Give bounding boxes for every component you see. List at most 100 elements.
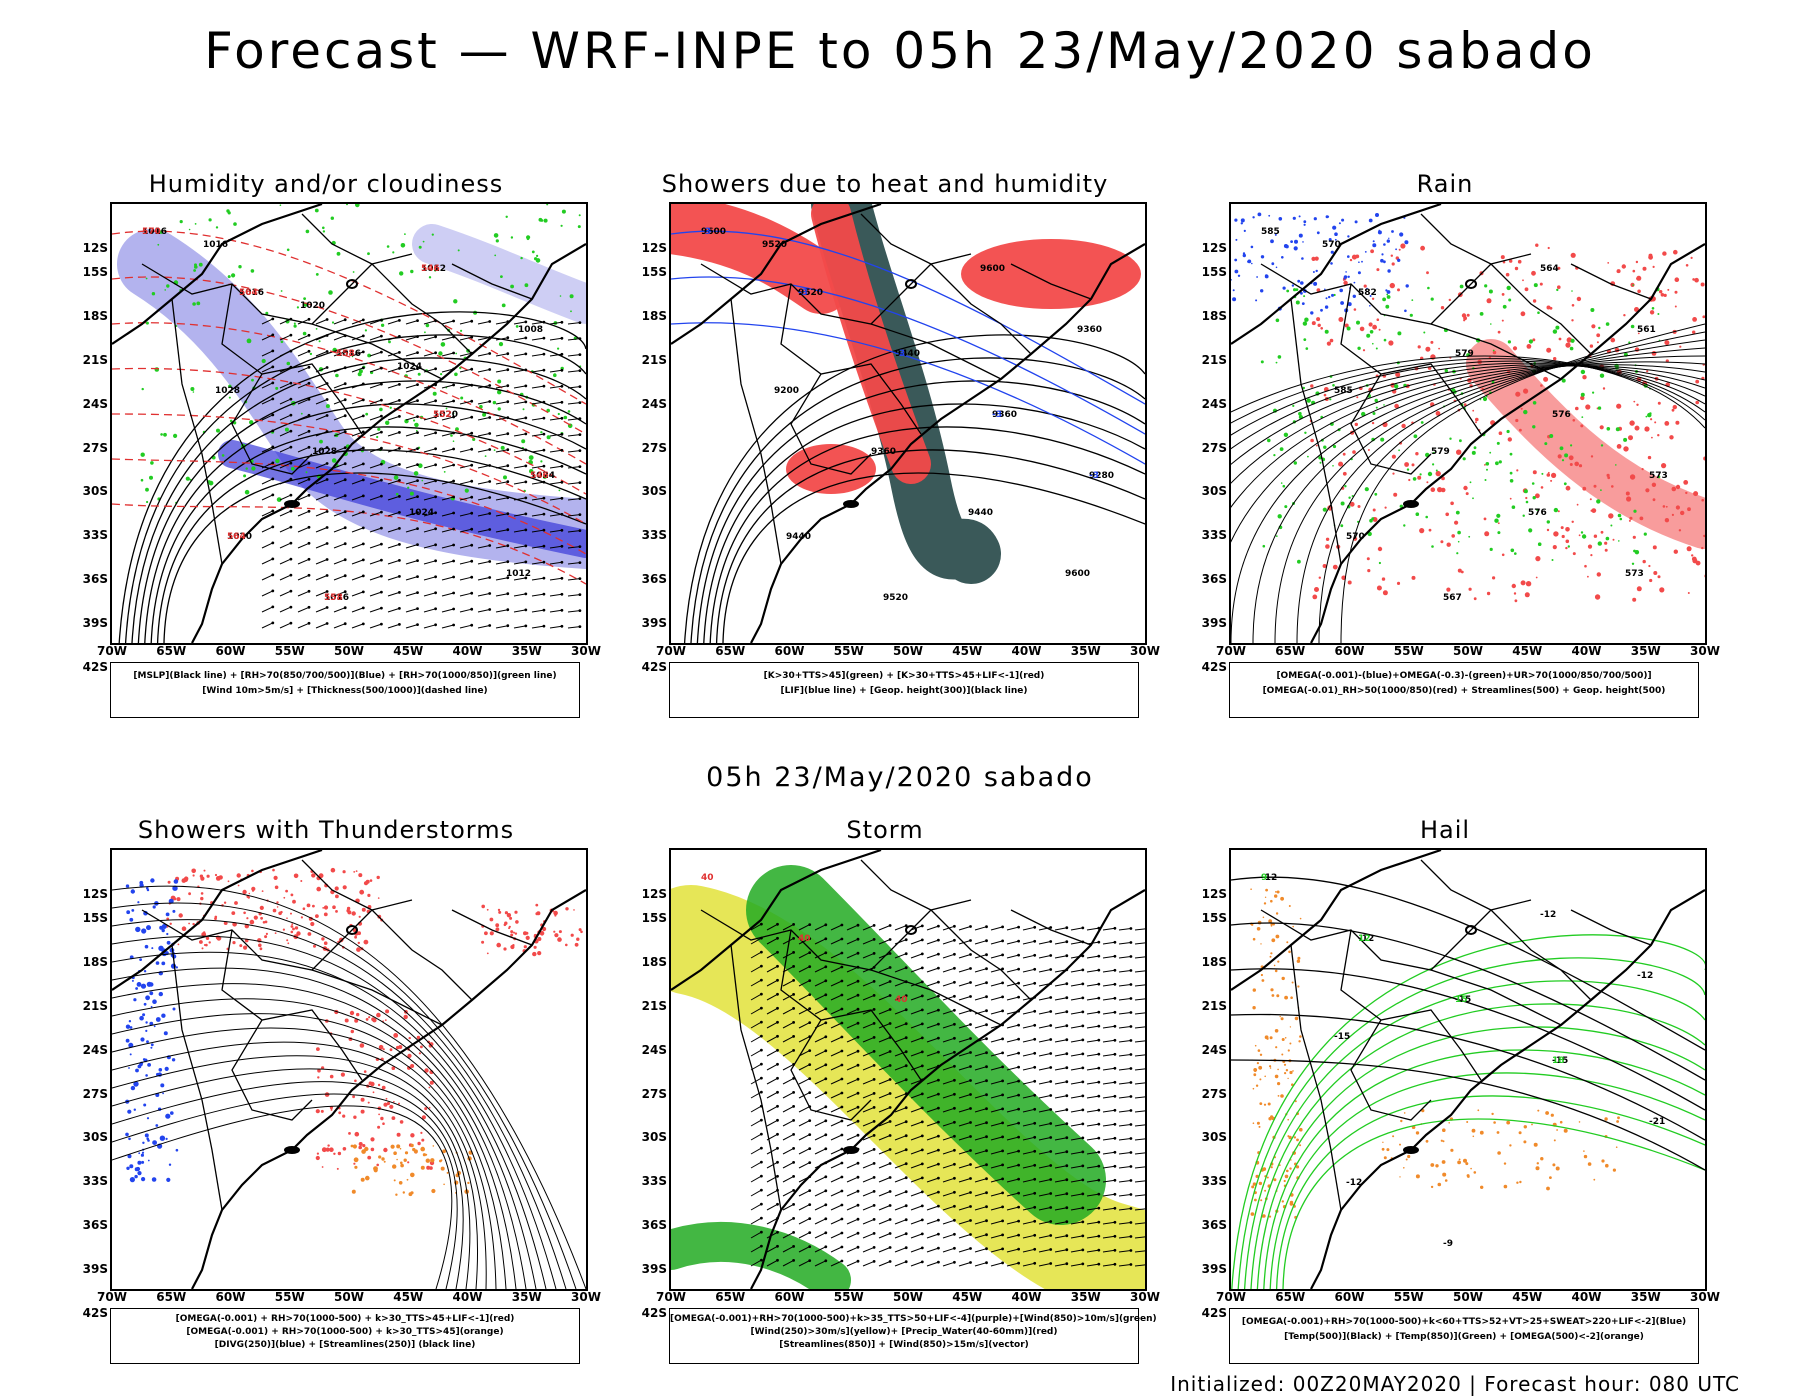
lon-tick-label: 70W	[97, 1290, 127, 1304]
lat-tick-label: 30S	[82, 1130, 108, 1145]
lon-tick-label: 70W	[97, 644, 127, 658]
contour-label: 576	[1552, 410, 1571, 420]
lon-tick-label: 50W	[1453, 1290, 1483, 1304]
row-title: 05h 23/May/2020 sabado	[706, 762, 1094, 793]
lon-tick-label: 35W	[511, 1290, 542, 1304]
lat-tick-label: 33S	[82, 1174, 108, 1189]
lat-tick-label: 39S	[641, 616, 667, 631]
lon-tick-label: 65W	[1275, 1290, 1306, 1304]
legend-line: [Temp(500)](Black) + [Temp(850)](Green) …	[1284, 1332, 1644, 1342]
contour-label: 9520	[762, 240, 787, 250]
contour-label: 582	[1358, 288, 1377, 298]
map-graphic: 40 40 40	[671, 850, 1145, 1289]
contour-label: 1020	[227, 532, 252, 542]
lon-tick-label: 35W	[1070, 1290, 1101, 1304]
lon-tick-label: 40W	[1011, 644, 1042, 658]
lon-tick-label: 60W	[215, 644, 246, 658]
lat-tick-label: 24S	[641, 1042, 667, 1057]
legend-box: [OMEGA(-0.001) + RH>70(1000-500) + k>30_…	[110, 1308, 580, 1364]
contour-label: 12	[1358, 934, 1371, 944]
lat-tick-label: 27S	[641, 1086, 667, 1101]
contour-label: 552	[433, 410, 452, 420]
lon-tick-label: 60W	[1334, 644, 1365, 658]
lat-tick-label: 21S	[1201, 352, 1227, 367]
lat-tick-label: 24S	[82, 1042, 108, 1057]
contour-label: 9440	[895, 349, 920, 359]
contour-label: 18	[1552, 1056, 1565, 1066]
legend-line: [OMEGA(-0.001) + RH>70(1000-500) + k>30_…	[175, 1314, 515, 1324]
lon-tick-label: 65W	[1275, 644, 1306, 658]
legend-line: [Streamlines(850)] + [Wind(850)>15m/s](v…	[779, 1340, 1029, 1350]
map-graphic: 9600 9520 9440 9360 9280 9440 9520 9600 9360 9200…	[671, 204, 1145, 643]
panel-hail: Hail 12S 15S 18S 21S 24S 27S 30S 33S 36S 39S 42S 70W…	[1185, 816, 1720, 1376]
lat-tick-label: 24S	[82, 396, 108, 411]
panel-title: Rain	[1416, 170, 1474, 198]
panel-thunderstorms: Showers with Thunderstorms 12S 15S 18S 21S 24…	[66, 816, 601, 1376]
lat-tick-label: 18S	[641, 954, 667, 969]
lat-tick-label: 42S	[641, 660, 667, 674]
lon-tick-label: 55W	[833, 1290, 864, 1304]
contour-label: -12	[1261, 873, 1277, 883]
lon-tick-label: 45W	[393, 644, 424, 658]
legend-line: [K>30+TTS>45](green) + [K>30+TTS>45+LIF<…	[763, 671, 1045, 681]
contour-label: 567	[1443, 593, 1462, 603]
contour-label: 1024	[530, 471, 555, 481]
contour-label: 9440	[968, 508, 993, 518]
map-area: 585 582 579 576 573 570 567 564 561 585 579 576 573 5…	[1229, 202, 1707, 645]
lat-tick-label: 36S	[641, 572, 667, 587]
lat-tick-label: 39S	[82, 616, 108, 631]
lon-tick-label: 70W	[656, 644, 686, 658]
legend-box: [OMEGA(-0.001)+RH>70(1000-500)+k>35_TTS>…	[669, 1308, 1157, 1364]
contour-label: 564	[1540, 264, 1559, 274]
lat-tick-label: 18S	[1201, 954, 1227, 969]
contour-label: -12	[1346, 1178, 1362, 1188]
contour-label: 561	[1637, 325, 1656, 335]
lat-tick-label: 15S	[641, 910, 667, 925]
legend-line: [Wind 10m>5m/s] + [Thickness(500/1000)](…	[202, 686, 488, 696]
lat-tick-label: 30S	[1201, 484, 1227, 499]
contour-label: 573	[1625, 569, 1644, 579]
legend-line: [OMEGA(-0.001) + RH>70(1000-500) + k>30_…	[186, 1327, 504, 1337]
lat-tick-label: 36S	[1201, 572, 1227, 587]
lon-tick-label: 50W	[893, 1290, 923, 1304]
lat-tick-label: 15S	[641, 264, 667, 279]
lon-tick-label: 40W	[1571, 1290, 1602, 1304]
contour-label: 564	[227, 532, 246, 542]
lon-tick-label: 30W	[1130, 644, 1160, 658]
contour-label: 9520	[883, 593, 908, 603]
lat-tick-label: 27S	[641, 440, 667, 455]
contour-label: 1016	[142, 227, 167, 237]
lon-tick-label: 50W	[893, 644, 923, 658]
contour-label: 9280	[1089, 471, 1114, 481]
contour-label: 1020	[433, 410, 458, 420]
lat-tick-label: 21S	[82, 998, 108, 1013]
map-graphic: -12 -12 -15 -15 -21 -12 -9 -12 -12 -15 9 12 15 18	[1231, 850, 1705, 1289]
contour-label: -3	[992, 410, 1002, 420]
contour-label: 1016	[336, 349, 361, 359]
lat-tick-label: 21S	[1201, 998, 1227, 1013]
contour-label: 564	[239, 288, 258, 298]
lat-tick-label: 33S	[641, 1174, 667, 1189]
contour-label: -21	[1649, 1117, 1665, 1127]
contour-label: -12	[1358, 934, 1374, 944]
lat-tick-label: 27S	[1201, 440, 1227, 455]
contour-label: 9	[1261, 873, 1267, 883]
lon-tick-label: 70W	[656, 1290, 686, 1304]
contour-label: 40	[798, 934, 811, 944]
contour-label: 1016	[239, 288, 264, 298]
lon-tick-label: 65W	[156, 1290, 187, 1304]
contour-label: 9360	[1077, 325, 1102, 335]
legend-line: [OMEGA(-0.001)-(blue)+OMEGA(-0.3)-(green…	[1276, 671, 1652, 681]
contour-label: 9600	[980, 264, 1005, 274]
contour-label: 1024	[409, 508, 434, 518]
map-area: 1016 1016 1016 1020 1024 1020 1016 1012 1008 1028…	[110, 202, 588, 645]
lat-tick-label: 36S	[82, 1218, 108, 1233]
lat-tick-label: 39S	[82, 1262, 108, 1277]
lon-tick-label: 55W	[274, 1290, 305, 1304]
lat-tick-label: 36S	[82, 572, 108, 587]
contour-label: 40	[895, 995, 908, 1005]
map-area	[110, 848, 588, 1291]
contour-label: 546	[421, 264, 440, 274]
contour-label: 9520	[798, 288, 823, 298]
contour-label: 579	[1431, 447, 1450, 457]
